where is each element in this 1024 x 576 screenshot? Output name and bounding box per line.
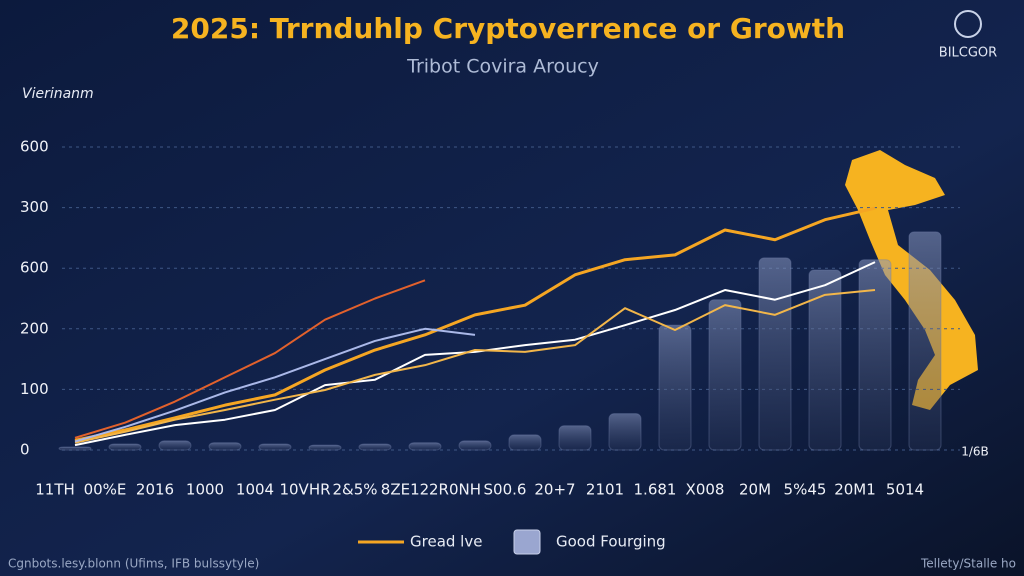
bar (908, 231, 942, 451)
line (74, 206, 876, 442)
y-tick-label: 0 (20, 441, 30, 459)
logo-icon (954, 10, 982, 38)
y-tick-label: 600 (20, 138, 49, 156)
x-tick-label: X008 (686, 481, 725, 499)
bar (458, 440, 492, 451)
line (74, 327, 476, 443)
y-axis-label: Vierinanm (22, 86, 94, 102)
bar (758, 257, 792, 451)
footer-right: Tellety/Stalle ho (920, 557, 1016, 571)
x-tick-label: 8ZE12 (381, 481, 429, 499)
footer-left: Cgnbots.lesy.blonn (Ufims, IFB bulssytyl… (8, 557, 259, 571)
x-tick-label: 2&5% (332, 481, 377, 499)
bar (508, 434, 542, 451)
x-tick-label: 2016 (136, 481, 174, 499)
bar (258, 443, 292, 451)
chart-title: 2025: Trrnduhlp Cryptoverrence or Growth (171, 12, 845, 45)
legend-label: Gread lve (410, 533, 482, 551)
bar (208, 442, 242, 451)
bar (158, 440, 192, 451)
y-tick-label: 600 (20, 259, 49, 277)
x-tick-label: 00%E (84, 481, 127, 499)
x-tick-label: S00.6 (484, 481, 527, 499)
bar (308, 444, 342, 451)
line (74, 289, 876, 444)
y-tick-label: 300 (20, 198, 49, 216)
chart-subtitle: Tribot Covira Aroucy (406, 56, 599, 78)
y-tick-label: 200 (20, 319, 49, 337)
line (74, 279, 426, 439)
x-tick-label: 1000 (186, 481, 224, 499)
x-tick-label: 2R0NH (429, 481, 481, 499)
x-tick-label: 2101 (586, 481, 624, 499)
x-tick-label: 20M (739, 481, 771, 499)
x-tick-label: 20+7 (534, 481, 575, 499)
bar (658, 324, 692, 451)
bar (58, 446, 92, 451)
x-tick-label: 5%45 (784, 481, 827, 499)
bar (558, 425, 592, 451)
line (74, 261, 876, 447)
x-tick-label: 11TH (35, 481, 75, 499)
x-tick-label: 10VHR (279, 481, 330, 499)
logo-text: BILCGOR (939, 46, 997, 61)
legend-swatch (513, 529, 541, 555)
x-tick-label: 5014 (886, 481, 924, 499)
y-tick-label: 100 (20, 380, 49, 398)
bar (808, 269, 842, 451)
x-tick-label: 1004 (236, 481, 274, 499)
bar (108, 443, 142, 451)
legend-label: Good Fourging (556, 533, 666, 551)
bar (408, 442, 442, 451)
bar (358, 443, 392, 451)
bar (858, 259, 892, 451)
x-tick-label: 1.681 (634, 481, 677, 499)
bar (708, 299, 742, 451)
bar (608, 413, 642, 451)
right-axis-label: 1/6B (961, 445, 989, 459)
x-tick-label: 20M1 (834, 481, 876, 499)
